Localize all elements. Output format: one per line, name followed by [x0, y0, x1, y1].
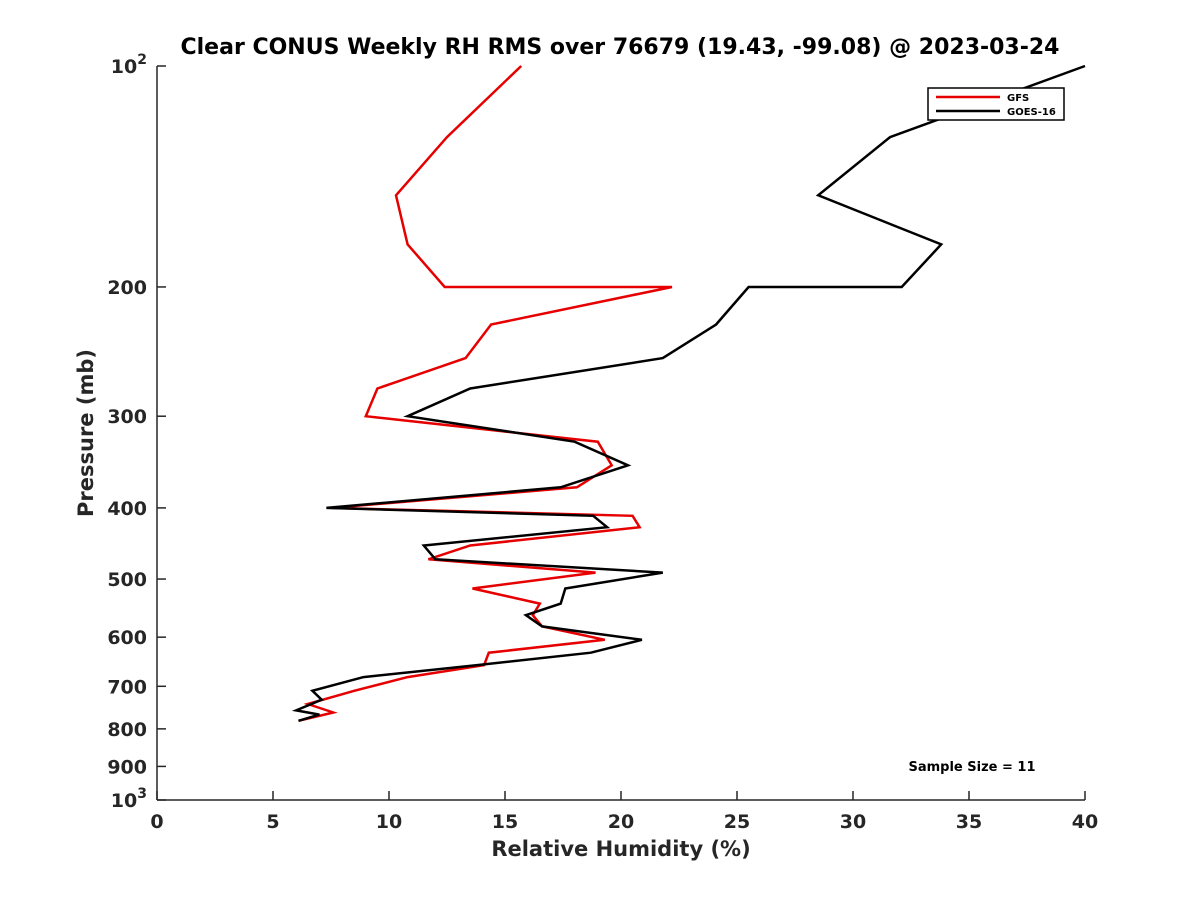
sample-size-annotation: Sample Size = 11: [908, 760, 1035, 775]
y-tick-label: 800: [107, 719, 147, 741]
x-tick-label: 15: [492, 811, 518, 833]
x-tick-label: 0: [150, 811, 163, 833]
series-lines: [291, 64, 1086, 723]
y-tick-label: 200: [107, 277, 147, 299]
legend-box: [927, 87, 1065, 121]
legend: GFS GOES-16: [927, 87, 1065, 121]
y-tick-label: 102: [111, 52, 147, 78]
y-tick-label: 500: [107, 569, 147, 591]
y-tick-label: 700: [107, 676, 147, 698]
chart-title: Clear CONUS Weekly RH RMS over 76679 (19…: [181, 35, 1060, 60]
y-axis-label: Pressure (mb): [74, 349, 98, 517]
x-tick-label: 40: [1072, 811, 1098, 833]
legend-label-gfs: GFS: [1007, 93, 1029, 104]
legend-label-goes-16: GOES-16: [1007, 107, 1056, 118]
x-tick-label: 20: [608, 811, 634, 833]
x-axis-label: Relative Humidity (%): [491, 837, 750, 861]
y-tick-label: 300: [107, 406, 147, 428]
y-tick-label: 600: [107, 627, 147, 649]
y-ticks: 102 200 300 400 500 600 700 800 900 103: [107, 52, 166, 812]
y-tick-label: 400: [107, 498, 147, 520]
x-tick-label: 30: [840, 811, 866, 833]
x-tick-label: 10: [376, 811, 402, 833]
x-ticks: 0 5 10 15 20 25 30 35 40: [150, 791, 1098, 833]
y-tick-label: 900: [107, 756, 147, 778]
x-tick-label: 35: [956, 811, 982, 833]
y-tick-label: 103: [111, 786, 147, 812]
x-tick-label: 25: [724, 811, 750, 833]
series-line-goes-16: [291, 64, 1086, 722]
x-tick-label: 5: [266, 811, 279, 833]
